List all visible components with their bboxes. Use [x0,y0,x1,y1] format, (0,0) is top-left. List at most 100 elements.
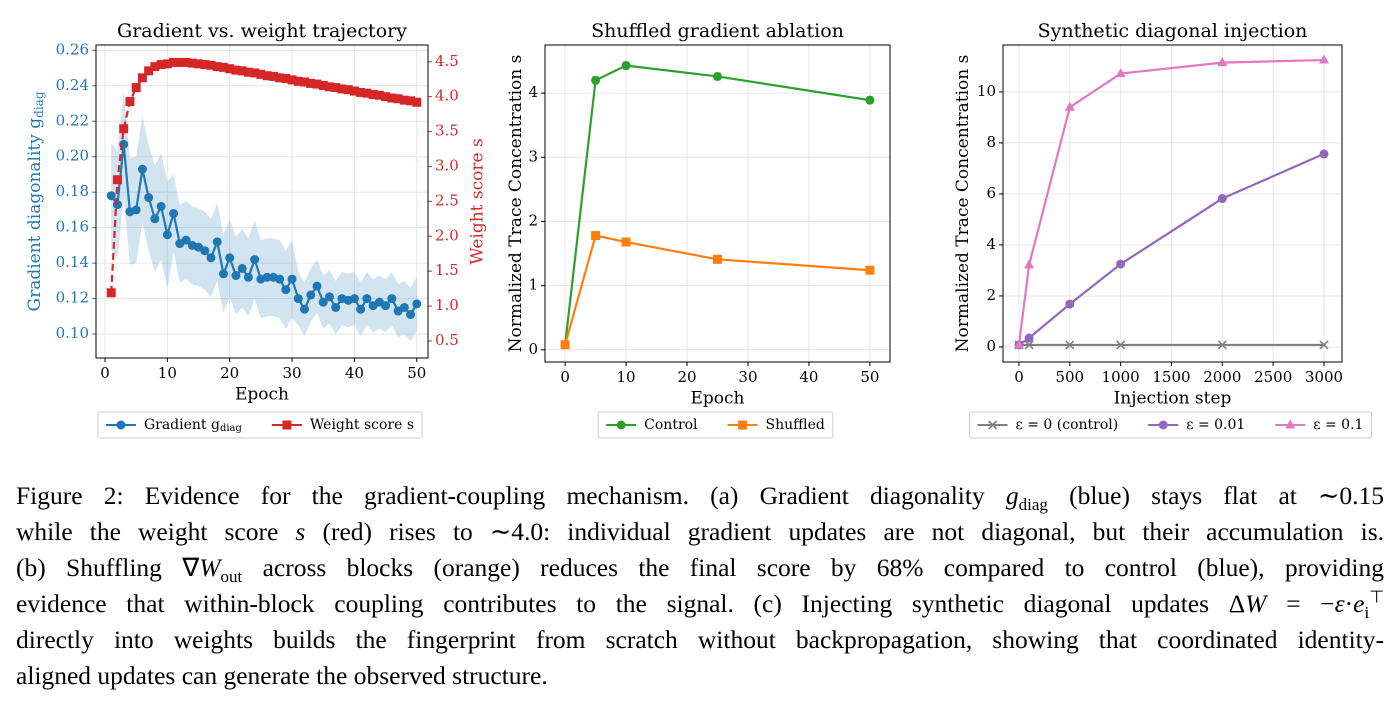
marker [374,90,384,100]
marker [324,292,334,302]
caption-text: directly into weights builds the fingerp… [16,625,1384,654]
y2-tick-label: 3.0 [435,156,459,174]
legend-label-text: Gradient g [144,417,220,433]
legend: ε = 0 (control) ε = 0.01 ε = 0.1 [969,411,1372,439]
legend-label: ε = 0 (control) [1016,417,1119,433]
marker [293,76,303,86]
marker [349,86,359,96]
marker [387,93,397,103]
x-axis-label: Epoch [235,385,289,405]
marker [256,69,266,79]
y-tick-label: 0 [528,340,538,358]
y-tick-label: 6 [986,184,996,202]
legend-marker [282,420,292,430]
marker [331,302,341,312]
y-tick-label: 0.14 [56,253,89,271]
legend-label: Gradient gdiag [144,417,243,434]
marker [399,95,409,105]
chart-title: Synthetic diagonal injection [1038,20,1308,42]
y2-tick-label: 4.5 [435,52,459,70]
x-tick-label: 0 [560,368,570,386]
y-tick-label: 0.24 [56,76,89,94]
caption-text: across blocks (orange) reduces the final… [242,553,1384,582]
y-axis-label-text: Normalized Trace Concentration s [953,55,973,353]
marker [331,83,341,93]
marker [1024,259,1035,269]
marker [119,124,129,134]
y-tick-label: 3 [528,147,538,165]
marker [1217,194,1227,204]
marker [343,85,353,95]
marker [1013,339,1024,349]
caption-text: ⊤ [1369,587,1385,607]
x-tick-label: 10 [617,368,636,386]
marker [406,96,416,106]
legend-label: Control [644,417,698,433]
marker [713,71,722,81]
marker [412,97,422,107]
legend-label-text: Control [644,417,698,433]
marker [218,62,228,72]
legend-label-text: ε = 0 (control) [1016,417,1119,433]
x-axis-label: Injection step [1114,389,1232,409]
y-tick-label: 2 [986,286,996,304]
marker [106,191,116,201]
marker [237,66,247,76]
x-tick-label: 20 [677,368,696,386]
marker [156,60,166,70]
plot-frame [544,44,891,363]
marker [181,57,191,67]
marker [250,255,260,265]
legend-box [97,411,423,439]
legend-label: ε = 0.1 [1313,417,1363,433]
marker [306,290,316,300]
caption-line: directly into weights builds the fingerp… [16,622,1384,658]
marker [162,59,172,69]
y-tick-label: 0.16 [56,218,89,236]
marker [231,271,241,281]
marker [281,285,291,295]
marker [560,340,570,350]
marker [399,302,409,312]
marker [150,62,160,72]
legend-label: ε = 0.01 [1186,417,1245,433]
caption-text: while the weight score [16,517,296,546]
marker [243,272,253,282]
legend-marker [738,420,748,430]
x-tick-label: 2000 [1203,368,1241,386]
marker [1116,340,1126,350]
x-tick-label: 30 [738,368,757,386]
y-axis-label-text: Gradient diagonality g [25,118,45,312]
marker [306,78,316,88]
caption-line: Figure 2: Evidence for the gradient-coup… [16,478,1384,514]
marker [137,164,147,174]
marker [865,265,875,275]
marker [312,79,322,89]
y-axis-label: Normalized Trace Concentration s [506,55,526,353]
caption-text: aligned updates can generate the observe… [16,661,548,690]
chart-title: Gradient vs. weight trajectory [117,20,407,42]
caption-line: while the weight score s (red) rises to … [16,514,1384,550]
marker [1319,340,1329,350]
marker [1024,340,1034,350]
marker [169,57,179,67]
y-axis-label-sub: diag [32,91,46,118]
caption-text: out [220,567,243,587]
marker [131,83,141,93]
marker [1217,57,1228,67]
y-axis-label-text: Normalized Trace Concentration s [506,55,526,353]
marker [1116,259,1126,269]
marker [150,214,160,224]
x-tick-label: 10 [158,364,177,382]
marker [112,175,122,185]
marker [181,235,191,245]
marker [200,60,210,70]
x-tick-label: 3000 [1305,368,1343,386]
y-tick-label: 1 [528,276,538,294]
caption-text: W [199,553,221,582]
legend-marker [116,420,126,430]
marker [318,297,328,307]
legend: Gradient gdiag Weight score s [97,411,423,439]
